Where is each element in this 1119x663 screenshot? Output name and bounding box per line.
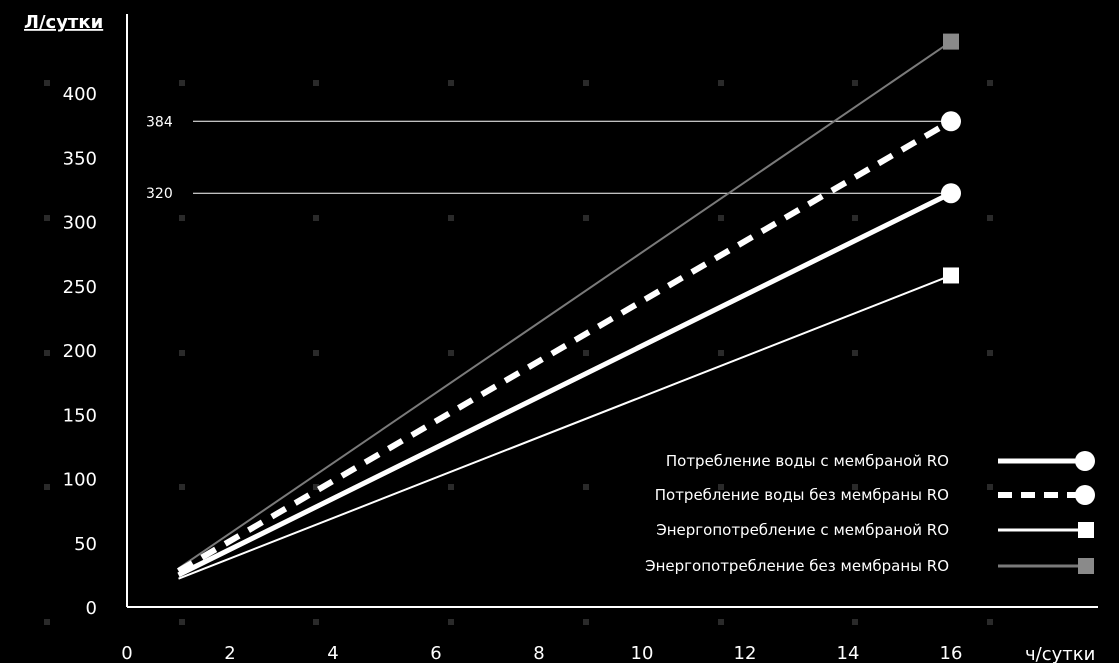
reference-label: 384 xyxy=(146,114,173,130)
grid-dot xyxy=(448,619,454,625)
series-line xyxy=(177,190,953,578)
x-tick-label: 0 xyxy=(121,643,132,663)
data-series xyxy=(176,33,961,580)
legend-marker xyxy=(1075,485,1095,505)
grid-dot xyxy=(448,80,454,86)
grid-dot xyxy=(852,80,858,86)
grid-dot xyxy=(987,350,993,356)
grid-dot xyxy=(718,484,724,490)
series-end-marker xyxy=(941,111,961,132)
series-end-marker xyxy=(943,267,959,284)
grid-dot xyxy=(179,80,185,86)
grid-dot xyxy=(313,215,319,221)
grid-dot xyxy=(44,350,50,356)
x-tick-label: 16 xyxy=(940,643,963,663)
grid-dot xyxy=(313,80,319,86)
series-end-marker xyxy=(941,183,961,204)
grid-dot xyxy=(44,484,50,490)
grid-dot xyxy=(718,619,724,625)
series-line xyxy=(177,40,952,570)
legend-marker xyxy=(1078,558,1094,574)
grid-dot xyxy=(179,215,185,221)
grid-dot xyxy=(313,350,319,356)
series-line xyxy=(176,118,953,574)
grid-dot xyxy=(44,215,50,221)
y-tick-label: 250 xyxy=(63,277,97,298)
series-line xyxy=(178,274,952,580)
grid-dot xyxy=(987,619,993,625)
grid-dot xyxy=(852,484,858,490)
legend: Потребление воды с мембраной RO Потреблен… xyxy=(645,451,1095,575)
grid-dot xyxy=(718,350,724,356)
legend-label: Энергопотребление без мембраны RO xyxy=(645,557,949,575)
grid-dot xyxy=(852,350,858,356)
grid-dot xyxy=(179,484,185,490)
y-tick-label: 150 xyxy=(63,405,97,426)
y-tick-label: 50 xyxy=(74,534,97,555)
legend-marker xyxy=(1078,522,1094,538)
x-tick-label: 4 xyxy=(327,643,338,663)
grid-dot xyxy=(179,350,185,356)
grid-dot xyxy=(179,619,185,625)
x-tick-label: 6 xyxy=(430,643,441,663)
y-tick-label: 200 xyxy=(63,341,97,362)
y-axis-label: Л/сутки xyxy=(24,12,103,33)
grid-dot xyxy=(448,350,454,356)
grid-dot xyxy=(313,619,319,625)
grid-dot xyxy=(987,484,993,490)
grid-dot xyxy=(718,215,724,221)
grid-dot xyxy=(852,619,858,625)
x-axis-label: ч/сутки xyxy=(1025,644,1095,663)
x-tick-label: 10 xyxy=(631,643,654,663)
y-tick-label: 100 xyxy=(63,470,97,491)
grid-dot xyxy=(583,619,589,625)
reference-lines: 384 320 xyxy=(146,114,949,202)
y-tick-label: 0 xyxy=(86,598,97,619)
legend-label: Энергопотребление с мембраной RO xyxy=(656,521,949,539)
y-tick-label: 300 xyxy=(63,213,97,234)
x-tick-label: 12 xyxy=(734,643,757,663)
legend-label: Потребление воды с мембраной RO xyxy=(666,452,949,470)
grid-dot xyxy=(583,350,589,356)
grid-dot xyxy=(987,80,993,86)
x-tick-labels: 0 2 4 6 8 10 12 14 16 xyxy=(121,643,962,663)
y-tick-label: 350 xyxy=(63,148,97,169)
grid-dot xyxy=(583,80,589,86)
grid-dot xyxy=(448,215,454,221)
series-end-marker xyxy=(943,33,959,50)
grid-dot xyxy=(852,215,858,221)
grid-dot xyxy=(583,484,589,490)
x-tick-label: 14 xyxy=(837,643,860,663)
grid-dot xyxy=(44,80,50,86)
reference-label: 320 xyxy=(146,186,173,202)
legend-marker xyxy=(1075,451,1095,471)
legend-label: Потребление воды без мембраны RO xyxy=(655,486,949,504)
x-tick-label: 8 xyxy=(533,643,544,663)
grid-dot xyxy=(313,484,319,490)
grid-dot xyxy=(44,619,50,625)
y-tick-labels: 0 50 100 150 200 250 300 350 400 xyxy=(63,84,97,619)
grid-dot xyxy=(987,215,993,221)
grid-dot xyxy=(718,80,724,86)
y-tick-label: 400 xyxy=(63,84,97,105)
grid-dots xyxy=(44,80,993,625)
grid-dot xyxy=(448,484,454,490)
x-tick-label: 2 xyxy=(224,643,235,663)
grid-dot xyxy=(583,215,589,221)
